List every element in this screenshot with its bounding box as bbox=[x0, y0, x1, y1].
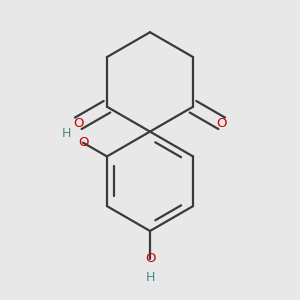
Text: O: O bbox=[217, 117, 227, 130]
Text: H: H bbox=[145, 271, 155, 284]
Text: O: O bbox=[78, 136, 88, 149]
Text: H: H bbox=[62, 127, 71, 140]
Text: O: O bbox=[145, 252, 155, 265]
Text: O: O bbox=[73, 117, 83, 130]
